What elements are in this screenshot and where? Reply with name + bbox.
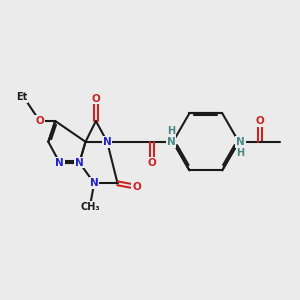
Text: O: O	[148, 158, 157, 168]
Text: O: O	[92, 94, 100, 103]
Text: N: N	[90, 178, 98, 188]
Text: N: N	[55, 158, 64, 168]
Text: N: N	[167, 137, 176, 147]
Text: CH₃: CH₃	[80, 202, 100, 212]
Text: N: N	[236, 137, 245, 147]
Text: H: H	[167, 125, 175, 136]
Text: N: N	[103, 137, 112, 147]
Text: O: O	[132, 182, 141, 192]
Text: Et: Et	[16, 92, 27, 102]
Text: N: N	[75, 158, 84, 168]
Text: O: O	[35, 116, 44, 126]
Text: H: H	[236, 148, 244, 158]
Text: O: O	[256, 116, 265, 126]
